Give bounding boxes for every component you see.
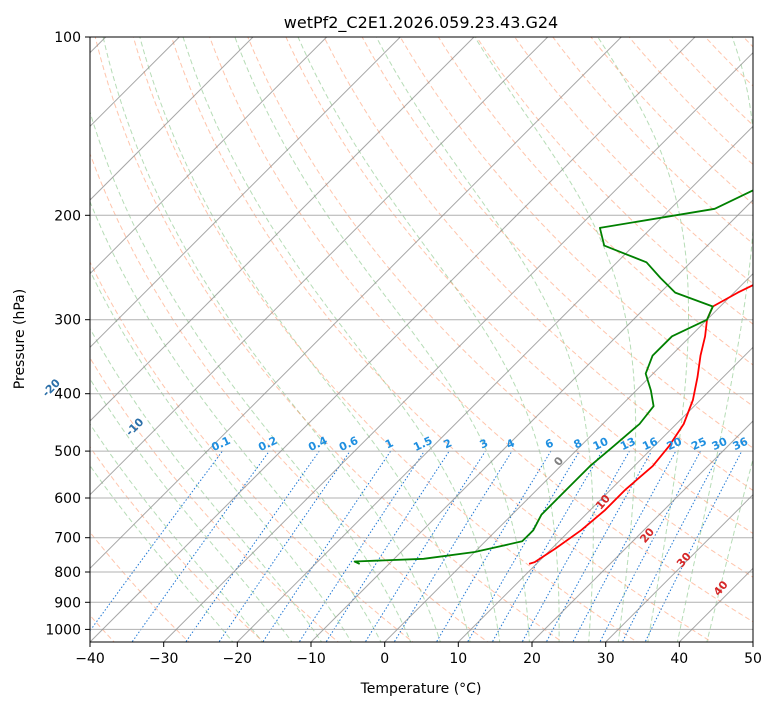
mixing-ratio-label: 13 <box>618 435 637 453</box>
dry-adiabat-line <box>285 37 753 535</box>
x-tick-label: 10 <box>449 651 467 667</box>
isotherm-line <box>163 51 753 642</box>
y-axis-label: Pressure (hPa) <box>12 289 28 389</box>
mixing-ratio-line <box>491 450 603 642</box>
isotherm-line <box>90 37 328 275</box>
isotherm-line <box>90 37 696 642</box>
moist-adiabat-line <box>90 377 293 642</box>
mixing-ratio-label: 30 <box>710 435 730 453</box>
mixing-ratio-label: 10 <box>591 435 611 453</box>
isotherm-line <box>605 493 753 642</box>
mixing-ratio-line <box>185 450 320 642</box>
isotherm-line <box>90 37 475 422</box>
dry-adiabat-line <box>90 446 265 642</box>
isotherm-line <box>457 346 753 642</box>
dry-adiabat-line <box>552 37 753 245</box>
dry-adiabat-line <box>90 260 414 642</box>
y-tick-label: 800 <box>54 565 81 581</box>
grid-lines <box>90 37 753 630</box>
x-axis-label: Temperature (°C) <box>360 681 482 697</box>
mixing-ratio-line <box>325 450 450 642</box>
axes: −40 −30 −20 −10 0 10 20 30 40 50 100 200 300 400 500 60… <box>45 30 762 667</box>
mixing-ratio-label: 36 <box>731 435 751 453</box>
dry-adiabat-line <box>94 37 564 642</box>
dry-adiabats <box>90 37 753 642</box>
dry-adiabat-line <box>247 37 753 578</box>
mixing-ratio-line <box>599 450 701 642</box>
chart-title: wetPf2_C2E1.2026.059.23.43.G24 <box>284 13 558 33</box>
moist-adiabat-line <box>90 464 234 642</box>
mixing-ratio-line <box>90 450 223 632</box>
x-tick-label: 50 <box>744 651 762 667</box>
moist-adiabat-line <box>102 37 441 642</box>
mixing-ratio-label: 20 <box>665 435 685 453</box>
mixing-ratio-label: 16 <box>640 435 660 453</box>
mixing-ratio-line <box>621 450 722 642</box>
mixing-ratio-line <box>435 450 552 642</box>
y-tick-label: 500 <box>54 444 81 460</box>
dry-adiabat-line <box>90 531 190 642</box>
mixing-ratio-line <box>218 450 351 642</box>
y-tick-label: 900 <box>54 595 81 611</box>
x-tick-label: −40 <box>75 651 105 667</box>
mixing-ratio-line <box>572 450 677 642</box>
isotherm-line <box>310 199 753 642</box>
mixing-ratio-line <box>131 450 270 642</box>
plot-background <box>90 37 753 642</box>
x-tick-label: 30 <box>597 651 615 667</box>
dry-adiabat-line <box>399 37 753 407</box>
isotherm-line <box>384 272 753 642</box>
mixing-ratio-line <box>393 450 513 642</box>
plot-frame <box>89 36 754 643</box>
dry-adiabat-line <box>323 37 753 491</box>
y-tick-label: 300 <box>54 313 81 329</box>
moist-adiabat-line <box>90 423 264 642</box>
dry-adiabat-line <box>209 37 753 623</box>
moist-adiabat-line <box>90 110 412 642</box>
x-tick-label: −30 <box>149 651 179 667</box>
mixing-ratio-line <box>466 450 580 642</box>
y-tick-label: 1000 <box>45 622 81 638</box>
isotherm-line <box>90 37 401 349</box>
x-tick-label: −10 <box>296 651 326 667</box>
dry-adiabat-line <box>628 37 753 166</box>
isotherm-line <box>531 420 753 642</box>
dewpoint-profile-line <box>353 189 753 565</box>
y-tick-label: 400 <box>54 387 81 403</box>
y-tick-label: 700 <box>54 531 81 547</box>
skewed-isotherms <box>90 37 753 642</box>
y-tick-label: 100 <box>54 30 81 46</box>
mixing-ratio-label: 25 <box>689 435 708 453</box>
x-tick-label: 0 <box>380 651 389 667</box>
x-tick-label: 40 <box>670 651 688 667</box>
dry-adiabat-line <box>132 37 638 642</box>
dry-adiabat-line <box>514 37 753 285</box>
x-tick-label: −20 <box>223 651 253 667</box>
dry-adiabat-line <box>437 37 753 366</box>
isotherm-line <box>90 37 254 201</box>
y-tick-label: 200 <box>54 208 81 224</box>
sounding-series <box>353 189 753 565</box>
isotherm-line <box>236 125 753 642</box>
temperature-profile-line <box>528 284 753 565</box>
isotherm-line <box>90 37 622 570</box>
mixing-ratio-line <box>298 450 425 642</box>
x-tick-label: 20 <box>523 651 541 667</box>
isotherm-line <box>90 37 549 496</box>
y-tick-label: 600 <box>54 491 81 507</box>
